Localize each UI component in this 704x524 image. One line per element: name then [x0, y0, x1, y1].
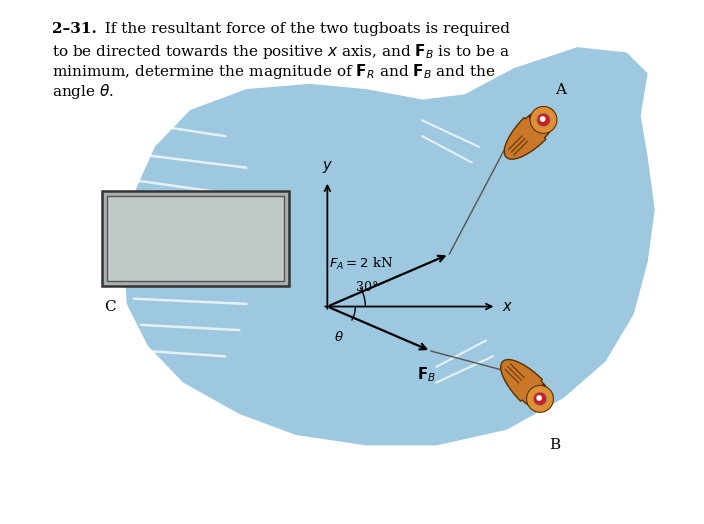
- Polygon shape: [123, 47, 655, 445]
- Circle shape: [527, 386, 553, 412]
- Text: $y$: $y$: [322, 159, 333, 175]
- Text: 30°: 30°: [356, 281, 378, 294]
- Circle shape: [537, 113, 551, 127]
- Text: B: B: [550, 439, 560, 452]
- Text: to be directed towards the positive $x$ axis, and $\mathbf{F}_B$ is to be a: to be directed towards the positive $x$ …: [52, 42, 510, 61]
- Polygon shape: [504, 108, 555, 159]
- Circle shape: [530, 106, 557, 133]
- Text: angle $\theta$.: angle $\theta$.: [52, 82, 114, 101]
- Circle shape: [536, 395, 542, 401]
- Bar: [107, 196, 284, 280]
- Polygon shape: [501, 359, 551, 410]
- Text: $\mathbf{F}_B$: $\mathbf{F}_B$: [417, 365, 435, 384]
- Bar: [102, 191, 289, 286]
- Polygon shape: [539, 384, 551, 404]
- Text: 2–31.: 2–31.: [52, 22, 97, 36]
- Text: $\theta$: $\theta$: [334, 330, 344, 344]
- Polygon shape: [529, 108, 549, 121]
- Text: If the resultant force of the two tugboats is required: If the resultant force of the two tugboa…: [95, 22, 510, 36]
- Text: A: A: [555, 83, 566, 97]
- Text: C: C: [104, 300, 115, 313]
- Text: $F_A = 2$ kN: $F_A = 2$ kN: [329, 256, 394, 272]
- Text: minimum, determine the magnitude of $\mathbf{F}_R$ and $\mathbf{F}_B$ and the: minimum, determine the magnitude of $\ma…: [52, 62, 496, 81]
- Circle shape: [534, 392, 547, 406]
- Circle shape: [540, 116, 546, 122]
- Text: $x$: $x$: [503, 300, 513, 313]
